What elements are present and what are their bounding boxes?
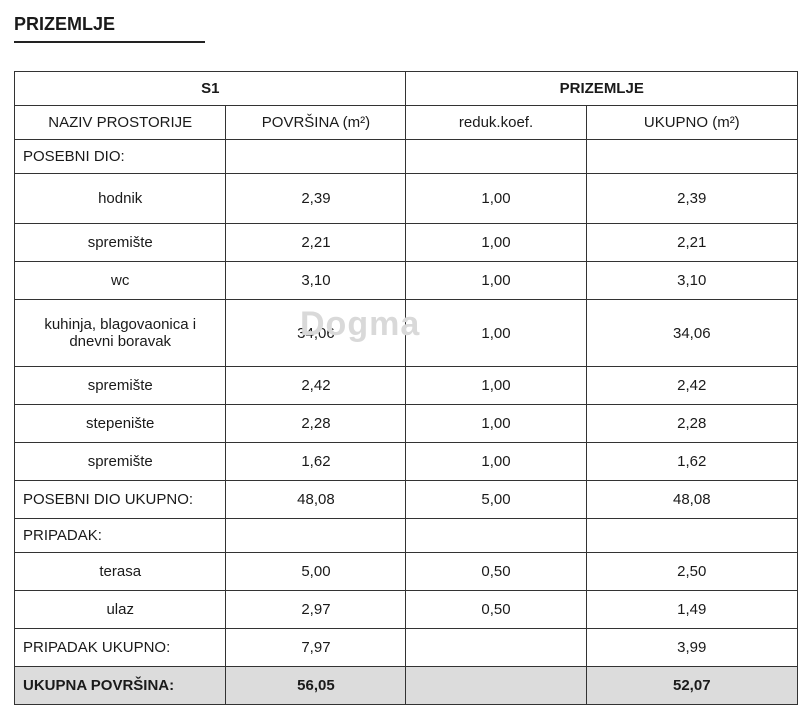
header-row-1: S1 PRIZEMLJE	[15, 72, 798, 106]
cell-total	[586, 140, 797, 174]
cell-name: spremište	[15, 224, 226, 262]
cell-total: 2,39	[586, 174, 797, 224]
cell-area: 48,08	[226, 481, 406, 519]
table-row: POSEBNI DIO:	[15, 140, 798, 174]
table-row: PRIPADAK:	[15, 519, 798, 553]
cell-area: 2,42	[226, 367, 406, 405]
cell-name: PRIPADAK:	[15, 519, 226, 553]
cell-coef: 1,00	[406, 300, 586, 367]
page-title-wrap: PRIZEMLJE	[14, 14, 205, 43]
cell-area: 2,21	[226, 224, 406, 262]
hdr-area: POVRŠINA (m²)	[226, 106, 406, 140]
table-row: PRIPADAK UKUPNO:7,97 3,99	[15, 629, 798, 667]
cell-total: 2,50	[586, 553, 797, 591]
cell-area: 2,97	[226, 591, 406, 629]
table-row: wc3,101,003,10	[15, 262, 798, 300]
hdr-name: NAZIV PROSTORIJE	[15, 106, 226, 140]
table-body: POSEBNI DIO:hodnik2,391,002,39spremište2…	[15, 140, 798, 705]
cell-name: kuhinja, blagovaonica i dnevni boravak	[15, 300, 226, 367]
table-row: stepenište2,281,002,28	[15, 405, 798, 443]
table-row: spremište2,211,002,21	[15, 224, 798, 262]
cell-area: 3,10	[226, 262, 406, 300]
table-row: hodnik2,391,002,39	[15, 174, 798, 224]
rooms-table: S1 PRIZEMLJE NAZIV PROSTORIJE POVRŠINA (…	[14, 71, 798, 705]
cell-coef	[406, 629, 586, 667]
cell-coef	[406, 519, 586, 553]
cell-area: 7,97	[226, 629, 406, 667]
cell-total: 1,49	[586, 591, 797, 629]
cell-total: 34,06	[586, 300, 797, 367]
cell-coef: 1,00	[406, 262, 586, 300]
cell-coef: 0,50	[406, 591, 586, 629]
hdr-total: UKUPNO (m²)	[586, 106, 797, 140]
cell-total: 2,28	[586, 405, 797, 443]
cell-name: hodnik	[15, 174, 226, 224]
page-title: PRIZEMLJE	[14, 14, 115, 34]
cell-coef: 1,00	[406, 224, 586, 262]
cell-total	[586, 519, 797, 553]
cell-name: spremište	[15, 367, 226, 405]
cell-area: 56,05	[226, 667, 406, 705]
cell-total: 1,62	[586, 443, 797, 481]
cell-name: stepenište	[15, 405, 226, 443]
cell-name: POSEBNI DIO:	[15, 140, 226, 174]
cell-total: 3,10	[586, 262, 797, 300]
table-row: UKUPNA POVRŠINA:56,05 52,07	[15, 667, 798, 705]
cell-name: terasa	[15, 553, 226, 591]
cell-area: 5,00	[226, 553, 406, 591]
cell-coef: 0,50	[406, 553, 586, 591]
table-row: kuhinja, blagovaonica i dnevni boravak34…	[15, 300, 798, 367]
table-row: ulaz2,970,501,49	[15, 591, 798, 629]
cell-area: 2,39	[226, 174, 406, 224]
cell-coef: 5,00	[406, 481, 586, 519]
cell-total: 48,08	[586, 481, 797, 519]
hdr-s1: S1	[15, 72, 406, 106]
cell-total: 3,99	[586, 629, 797, 667]
cell-total: 52,07	[586, 667, 797, 705]
table-row: spremište1,621,001,62	[15, 443, 798, 481]
cell-name: wc	[15, 262, 226, 300]
cell-total: 2,42	[586, 367, 797, 405]
cell-coef	[406, 140, 586, 174]
table-row: spremište2,421,002,42	[15, 367, 798, 405]
cell-name: ulaz	[15, 591, 226, 629]
cell-name: PRIPADAK UKUPNO:	[15, 629, 226, 667]
cell-area: 34,06	[226, 300, 406, 367]
table-row: POSEBNI DIO UKUPNO:48,085,0048,08	[15, 481, 798, 519]
cell-area: 2,28	[226, 405, 406, 443]
cell-area	[226, 519, 406, 553]
header-row-2: NAZIV PROSTORIJE POVRŠINA (m²) reduk.koe…	[15, 106, 798, 140]
cell-total: 2,21	[586, 224, 797, 262]
cell-coef: 1,00	[406, 443, 586, 481]
cell-name: POSEBNI DIO UKUPNO:	[15, 481, 226, 519]
cell-name: UKUPNA POVRŠINA:	[15, 667, 226, 705]
cell-area	[226, 140, 406, 174]
cell-coef: 1,00	[406, 174, 586, 224]
hdr-coef: reduk.koef.	[406, 106, 586, 140]
cell-coef	[406, 667, 586, 705]
table-row: terasa5,000,502,50	[15, 553, 798, 591]
cell-coef: 1,00	[406, 367, 586, 405]
cell-area: 1,62	[226, 443, 406, 481]
cell-coef: 1,00	[406, 405, 586, 443]
hdr-prizemlje: PRIZEMLJE	[406, 72, 798, 106]
cell-name: spremište	[15, 443, 226, 481]
